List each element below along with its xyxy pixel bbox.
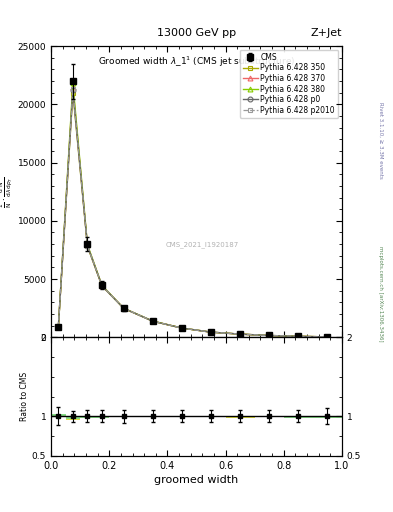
Line: Pythia 6.428 p0: Pythia 6.428 p0 bbox=[56, 88, 330, 339]
Pythia 6.428 370 bbox=[267, 332, 272, 338]
Pythia 6.428 350 bbox=[238, 331, 242, 337]
Pythia 6.428 p0 bbox=[121, 305, 126, 311]
Pythia 6.428 p2010 bbox=[325, 334, 330, 340]
Pythia 6.428 370 bbox=[100, 283, 105, 289]
Pythia 6.428 p2010 bbox=[151, 318, 155, 324]
Pythia 6.428 380 bbox=[180, 325, 184, 331]
Pythia 6.428 350 bbox=[100, 283, 105, 289]
Pythia 6.428 350 bbox=[71, 90, 75, 96]
Pythia 6.428 380 bbox=[85, 242, 90, 248]
Pythia 6.428 350 bbox=[121, 305, 126, 311]
Text: Z+Jet: Z+Jet bbox=[310, 28, 342, 38]
Y-axis label: Ratio to CMS: Ratio to CMS bbox=[20, 372, 29, 421]
Pythia 6.428 p0 bbox=[85, 243, 90, 249]
Pythia 6.428 380 bbox=[56, 324, 61, 330]
Text: CMS_2021_I1920187: CMS_2021_I1920187 bbox=[166, 241, 239, 247]
Pythia 6.428 380 bbox=[100, 282, 105, 288]
Pythia 6.428 350 bbox=[180, 325, 184, 331]
Pythia 6.428 p0 bbox=[209, 329, 213, 335]
Pythia 6.428 p0 bbox=[100, 283, 105, 289]
Text: 13000 GeV pp: 13000 GeV pp bbox=[157, 28, 236, 38]
Text: Groomed width $\lambda\_1^1$ (CMS jet substructure): Groomed width $\lambda\_1^1$ (CMS jet su… bbox=[98, 55, 295, 69]
Text: Rivet 3.1.10, ≥ 3.3M events: Rivet 3.1.10, ≥ 3.3M events bbox=[378, 102, 383, 179]
Pythia 6.428 p2010 bbox=[56, 324, 61, 330]
Line: Pythia 6.428 350: Pythia 6.428 350 bbox=[56, 90, 330, 339]
Pythia 6.428 380 bbox=[121, 305, 126, 311]
X-axis label: groomed width: groomed width bbox=[154, 475, 239, 485]
Pythia 6.428 p2010 bbox=[121, 305, 126, 311]
Pythia 6.428 p2010 bbox=[71, 86, 75, 92]
Pythia 6.428 370 bbox=[209, 329, 213, 335]
Pythia 6.428 p0 bbox=[267, 332, 272, 338]
Pythia 6.428 380 bbox=[296, 333, 301, 339]
Pythia 6.428 p0 bbox=[151, 318, 155, 324]
Line: Pythia 6.428 380: Pythia 6.428 380 bbox=[56, 81, 330, 339]
Pythia 6.428 370 bbox=[121, 305, 126, 311]
Pythia 6.428 350 bbox=[56, 324, 61, 330]
Pythia 6.428 p0 bbox=[56, 324, 61, 330]
Pythia 6.428 380 bbox=[151, 318, 155, 324]
Pythia 6.428 370 bbox=[180, 325, 184, 331]
Pythia 6.428 380 bbox=[267, 332, 272, 338]
Pythia 6.428 p2010 bbox=[238, 331, 242, 337]
Pythia 6.428 350 bbox=[325, 334, 330, 340]
Pythia 6.428 p0 bbox=[238, 331, 242, 337]
Pythia 6.428 350 bbox=[267, 332, 272, 338]
Pythia 6.428 350 bbox=[151, 318, 155, 324]
Pythia 6.428 380 bbox=[209, 329, 213, 335]
Pythia 6.428 380 bbox=[238, 331, 242, 337]
Pythia 6.428 p0 bbox=[180, 325, 184, 331]
Pythia 6.428 p2010 bbox=[209, 329, 213, 335]
Pythia 6.428 p0 bbox=[325, 334, 330, 340]
Pythia 6.428 370 bbox=[296, 333, 301, 339]
Text: mcplots.cern.ch [arXiv:1306.3436]: mcplots.cern.ch [arXiv:1306.3436] bbox=[378, 246, 383, 342]
Pythia 6.428 370 bbox=[56, 324, 61, 330]
Line: Pythia 6.428 370: Pythia 6.428 370 bbox=[56, 84, 330, 339]
Pythia 6.428 p2010 bbox=[100, 283, 105, 289]
Line: Pythia 6.428 p2010: Pythia 6.428 p2010 bbox=[56, 87, 330, 339]
Pythia 6.428 370 bbox=[238, 331, 242, 337]
Pythia 6.428 370 bbox=[325, 334, 330, 340]
Pythia 6.428 380 bbox=[71, 80, 75, 87]
Pythia 6.428 p2010 bbox=[296, 333, 301, 339]
Pythia 6.428 p0 bbox=[71, 87, 75, 93]
Legend: CMS, Pythia 6.428 350, Pythia 6.428 370, Pythia 6.428 380, Pythia 6.428 p0, Pyth: CMS, Pythia 6.428 350, Pythia 6.428 370,… bbox=[240, 50, 338, 118]
Pythia 6.428 p0 bbox=[296, 333, 301, 339]
Pythia 6.428 p2010 bbox=[85, 243, 90, 249]
Pythia 6.428 370 bbox=[151, 318, 155, 324]
Pythia 6.428 370 bbox=[71, 84, 75, 90]
Pythia 6.428 p2010 bbox=[180, 325, 184, 331]
Pythia 6.428 p2010 bbox=[267, 332, 272, 338]
Y-axis label: $\frac{1}{\mathrm{N}}\cdot\frac{\mathrm{d}^2\mathrm{N}}{\mathrm{d}\lambda\,\math: $\frac{1}{\mathrm{N}}\cdot\frac{\mathrm{… bbox=[0, 176, 15, 207]
Pythia 6.428 380 bbox=[325, 334, 330, 340]
Pythia 6.428 350 bbox=[296, 333, 301, 339]
Pythia 6.428 350 bbox=[85, 243, 90, 249]
Pythia 6.428 370 bbox=[85, 242, 90, 248]
Pythia 6.428 350 bbox=[209, 329, 213, 335]
